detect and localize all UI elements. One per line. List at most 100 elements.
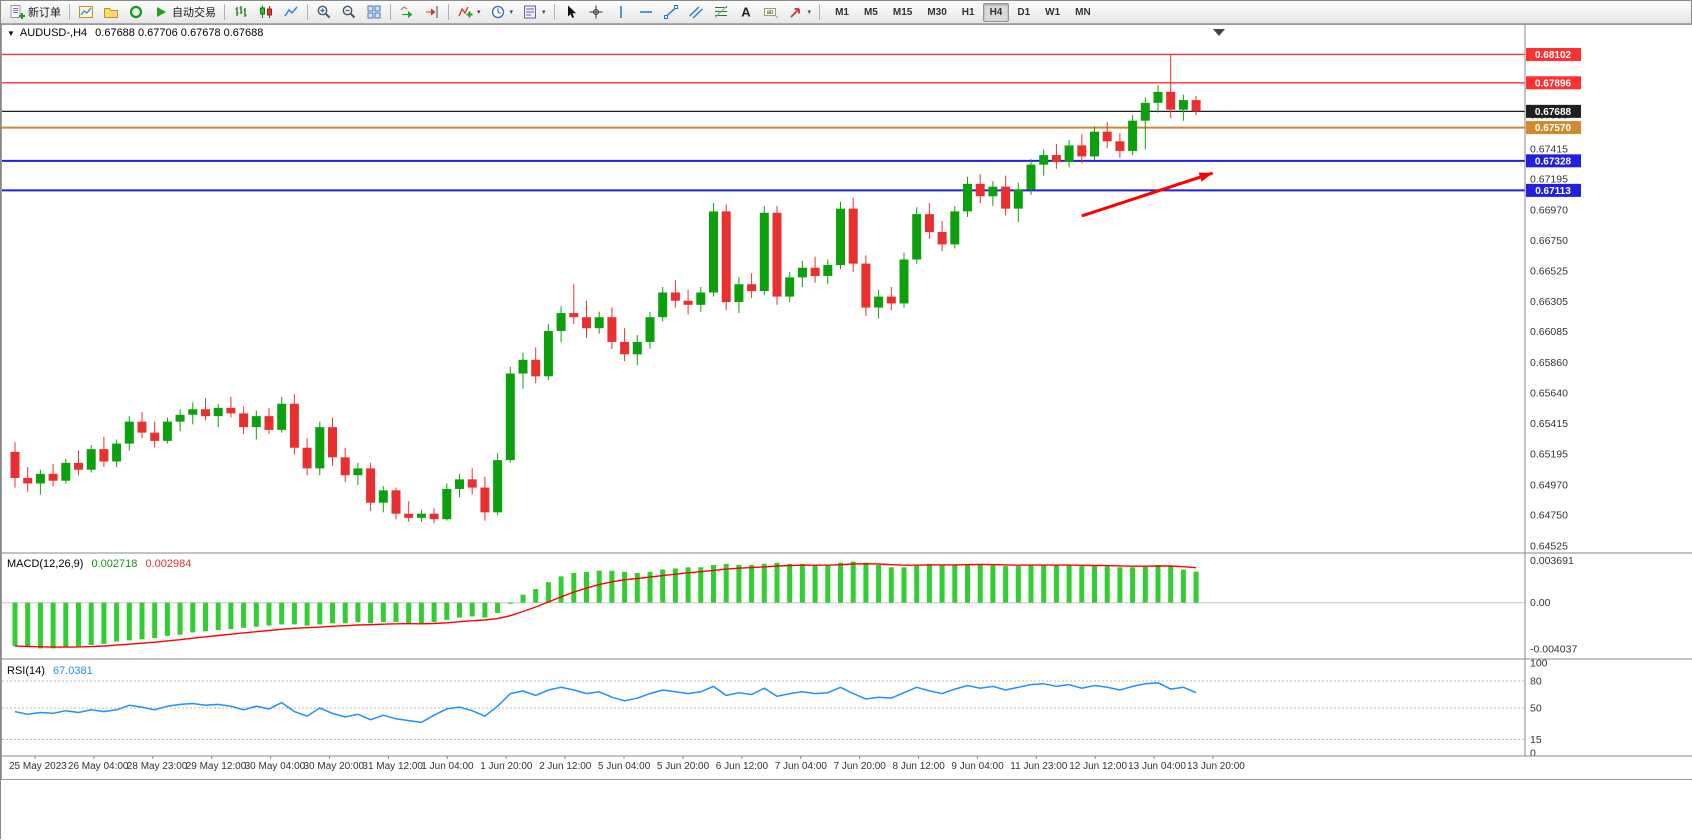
bar-chart-button[interactable] xyxy=(229,2,253,22)
data-window-icon xyxy=(128,4,144,20)
time-axis-label: 8 Jun 12:00 xyxy=(893,761,946,772)
crosshair-button[interactable] xyxy=(584,2,608,22)
macd-name: MACD(12,26,9) xyxy=(7,558,83,570)
candle-body xyxy=(163,422,172,441)
profiles-button[interactable] xyxy=(99,2,123,22)
vertical-line-button[interactable] xyxy=(609,2,633,22)
candle-body xyxy=(366,468,375,502)
candle-body xyxy=(658,292,667,317)
timeframe-button-m1[interactable]: M1 xyxy=(828,3,856,22)
timeframe-button-d1[interactable]: D1 xyxy=(1010,3,1037,22)
periods-button[interactable]: ▾ xyxy=(486,2,518,22)
timeframe-button-m5[interactable]: M5 xyxy=(857,3,885,22)
equidistant-channel-button[interactable] xyxy=(684,2,708,22)
fibonacci-button[interactable] xyxy=(709,2,733,22)
horizontal-lines xyxy=(2,54,1525,190)
chart-menu-triangle-icon[interactable]: ▼ xyxy=(7,29,15,38)
chart-shift-button[interactable] xyxy=(420,2,444,22)
toolbar-separator xyxy=(819,4,820,20)
candle-body xyxy=(734,284,743,302)
candle-body xyxy=(49,474,58,481)
candle-body xyxy=(87,449,96,470)
candle-body xyxy=(976,184,985,196)
zoom-in-button[interactable] xyxy=(312,2,336,22)
candle-body xyxy=(1052,155,1061,162)
line-chart-button[interactable] xyxy=(279,2,303,22)
chevron-down-icon[interactable]: ▾ xyxy=(510,8,514,16)
timeframe-button-h4[interactable]: H4 xyxy=(983,3,1010,22)
new-chart-button[interactable] xyxy=(74,2,98,22)
price-axis-label: 0.65640 xyxy=(1530,387,1568,399)
profiles-icon xyxy=(103,4,119,20)
candle-body xyxy=(1141,103,1150,121)
new-chart-icon xyxy=(78,4,94,20)
ohlc-values: 0.67688 0.67706 0.67678 0.67688 xyxy=(95,27,263,39)
annotation-arrow[interactable] xyxy=(1082,173,1213,216)
chevron-down-icon[interactable]: ▾ xyxy=(542,8,546,16)
zoom-out-icon xyxy=(341,4,357,20)
time-axis-label: 11 Jun 23:00 xyxy=(1010,761,1068,772)
indicators-button[interactable]: ▾ xyxy=(453,2,485,22)
tile-windows-button[interactable] xyxy=(362,2,386,22)
time-axis-label: 5 Jun 04:00 xyxy=(598,761,651,772)
templates-icon xyxy=(522,4,538,20)
chart-window[interactable]: 0.678900.676600.674150.671950.669700.667… xyxy=(1,24,1692,840)
auto-scroll-button[interactable] xyxy=(395,2,419,22)
new-order-button[interactable]: 新订单 xyxy=(5,2,65,22)
price-axis-label: 0.64750 xyxy=(1530,510,1568,522)
candlestick-icon xyxy=(258,4,274,20)
chart-shift-marker-icon[interactable] xyxy=(1213,29,1225,36)
arrows-button[interactable]: ▾ xyxy=(784,2,816,22)
data-window-button[interactable] xyxy=(124,2,148,22)
candle-body xyxy=(722,211,731,302)
candle-body xyxy=(404,514,413,518)
candle-body xyxy=(684,301,693,305)
candle-body xyxy=(353,468,362,475)
horizontal-line-button[interactable] xyxy=(634,2,658,22)
candle-body xyxy=(544,331,553,376)
trendline-button[interactable] xyxy=(659,2,683,22)
candle-body xyxy=(633,342,642,354)
rsi-indicator-label: RSI(14) 67.0381 xyxy=(7,665,98,677)
candle-body xyxy=(138,422,147,433)
price-badge-label: 0.67113 xyxy=(1535,186,1571,197)
clock-icon xyxy=(490,4,506,20)
rsi-axis-label: 0 xyxy=(1530,748,1536,760)
chevron-down-icon[interactable]: ▾ xyxy=(808,8,812,16)
timeframe-button-h1[interactable]: H1 xyxy=(955,3,982,22)
toolbar-separator xyxy=(448,4,449,20)
zoom-out-button[interactable] xyxy=(337,2,361,22)
chart-canvas[interactable]: 0.678900.676600.674150.671950.669700.667… xyxy=(1,24,1692,840)
candle-body xyxy=(277,404,286,430)
time-axis-label: 5 Jun 20:00 xyxy=(657,761,710,772)
candle-body xyxy=(11,452,20,478)
autotrading-button[interactable]: 自动交易 xyxy=(149,2,220,22)
candle-body xyxy=(773,213,782,297)
time-axis-label: 7 Jun 20:00 xyxy=(834,761,887,772)
line-chart-icon xyxy=(283,4,299,20)
candle-body xyxy=(569,313,578,317)
price-axis-label: 0.65860 xyxy=(1530,357,1568,369)
price-badge-label: 0.68102 xyxy=(1535,50,1572,61)
candle-body xyxy=(1027,165,1036,190)
price-axis-label: 0.67415 xyxy=(1530,143,1568,155)
cursor-button[interactable] xyxy=(559,2,583,22)
price-axis-label: 0.66525 xyxy=(1530,266,1568,278)
timeframe-button-m15[interactable]: M15 xyxy=(886,3,919,22)
timeframe-button-mn[interactable]: MN xyxy=(1068,3,1098,22)
candlestick-chart-button[interactable] xyxy=(254,2,278,22)
candle-body xyxy=(74,463,83,470)
candle-body xyxy=(747,284,756,291)
chevron-down-icon[interactable]: ▾ xyxy=(477,8,481,16)
candle-body xyxy=(709,211,718,292)
candle-body xyxy=(582,317,591,328)
text-button[interactable]: A xyxy=(734,2,758,22)
candle-body xyxy=(607,317,616,342)
text-label-button[interactable]: ab xyxy=(759,2,783,22)
timeframe-button-w1[interactable]: W1 xyxy=(1038,3,1067,22)
templates-button[interactable]: ▾ xyxy=(518,2,550,22)
timeframe-button-m30[interactable]: M30 xyxy=(920,3,953,22)
candle-body xyxy=(811,268,820,276)
rsi-axis-label: 100 xyxy=(1530,658,1548,670)
